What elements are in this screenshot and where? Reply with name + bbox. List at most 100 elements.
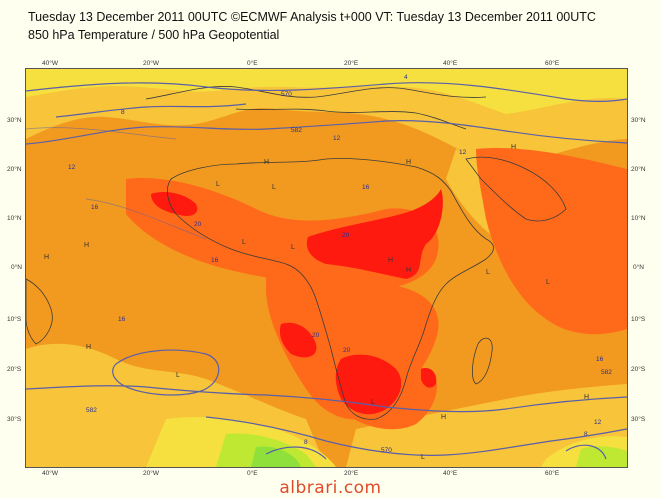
contour-label: 570 [381,447,392,454]
contour-570-north [26,82,627,102]
map-subtitle: 850 hPa Temperature / 500 hPa Geopotenti… [28,28,280,42]
low-marker: L [176,372,180,379]
high-marker: H [511,144,517,151]
hottest-patch-sahel [306,189,443,279]
lat-tick-right: 20°N [631,166,646,173]
contour-label: 12 [594,419,602,426]
low-marker: L [272,184,276,191]
temperature-isotherms [26,127,207,240]
high-marker: H [264,159,270,166]
coldest-patch-southwest [251,446,301,467]
lon-tick-bottom: 20°W [143,470,159,477]
hot-region-east [476,148,627,335]
hottest-patch-south [335,354,402,415]
high-marker: H [44,254,50,261]
lon-tick-top: 40°W [42,60,58,67]
lon-tick-top: 20°E [344,60,359,67]
lat-tick-left: 0°N [11,264,22,271]
lon-tick-bottom: 40°W [42,470,58,477]
contour-582-north [26,120,627,145]
contour-576-north [55,103,247,118]
contour-label: 8 [304,439,308,446]
contour-label: 12 [459,149,467,156]
lon-tick-bottom: 20°E [344,470,359,477]
lat-tick-right: 10°N [631,215,646,222]
contour-582-south [26,385,627,413]
hottest-patch-west [151,192,198,216]
lon-tick-top: 40°E [443,60,458,67]
contour-label: 8 [121,109,125,116]
lat-tick-left: 10°S [7,316,22,323]
contour-label: 16 [362,184,370,191]
high-marker: H [441,414,447,421]
lon-tick-bottom: 0°E [247,470,258,477]
low-marker: L [421,454,425,461]
lat-tick-right: 10°S [631,316,646,323]
contour-570-south [205,416,627,456]
low-marker: L [486,269,490,276]
lat-tick-left: 30°S [7,416,22,423]
watermark-text: albrari.com [279,478,382,498]
cool-band-north [26,69,627,114]
contour-label: 20 [342,232,350,239]
lat-tick-right: 0°N [633,264,644,271]
contour-label: 16 [211,257,219,264]
lon-tick-top: 0°E [247,60,258,67]
contour-label: 570 [281,91,292,98]
high-marker: H [406,267,412,274]
contour-label: 20 [312,332,320,339]
low-marker: L [242,239,246,246]
lat-tick-left: 20°N [7,166,22,173]
contour-label: 16 [596,356,604,363]
map-title: Tuesday 13 December 2011 00UTC ©ECMWF An… [28,10,596,24]
contour-label: 12 [68,164,76,171]
contour-label: 8 [584,431,588,438]
mediterranean-north [235,108,467,130]
lon-tick-bottom: 60°E [545,470,560,477]
lon-tick-top: 60°E [545,60,560,67]
temperature-fields [26,69,627,467]
cold-patch-southeast [576,446,627,467]
high-marker: H [86,344,92,351]
low-marker: L [216,181,220,188]
isotherm-16 [85,198,207,240]
south-america-coastline [26,278,53,345]
contour-label: 16 [91,204,99,211]
arabia-coastline [465,156,567,222]
weather-map-svg [26,69,627,467]
geopotential-contours [26,82,627,460]
mild-band-southeast [346,384,627,467]
lon-tick-top: 20°W [143,60,159,67]
hottest-patch-southeast [421,368,437,388]
high-marker: H [84,242,90,249]
low-marker: L [546,279,550,286]
lat-tick-left: 10°N [7,215,22,222]
contour-low-sw [265,446,327,460]
low-marker: L [371,399,375,406]
lat-tick-left: 20°S [7,366,22,373]
contour-label: 16 [118,316,126,323]
lon-tick-bottom: 40°E [443,470,458,477]
contour-label: 582 [601,369,612,376]
lat-tick-left: 30°N [7,117,22,124]
contour-label: 4 [404,74,408,81]
africa-coastline [166,158,494,420]
lat-tick-right: 30°S [631,416,646,423]
contour-label: 20 [194,221,202,228]
lat-tick-right: 20°S [631,366,646,373]
contour-label: 20 [343,347,351,354]
madagascar-coastline [472,337,493,385]
weather-map[interactable]: 570 582 12 12 12 16 16 16 16 16 20 20 20… [25,68,628,468]
lat-tick-right: 30°N [631,117,646,124]
low-marker: L [291,244,295,251]
contour-label: 582 [291,127,302,134]
high-marker: H [406,159,412,166]
high-marker: H [584,394,590,401]
contour-low-se [565,444,607,460]
hottest-patch-southcentral [279,322,317,358]
contour-label: 582 [86,407,97,414]
contour-label: 12 [333,135,341,142]
contour-loop-south-atlantic [112,349,220,396]
high-marker: H [388,257,394,264]
isotherm-12 [26,127,177,140]
